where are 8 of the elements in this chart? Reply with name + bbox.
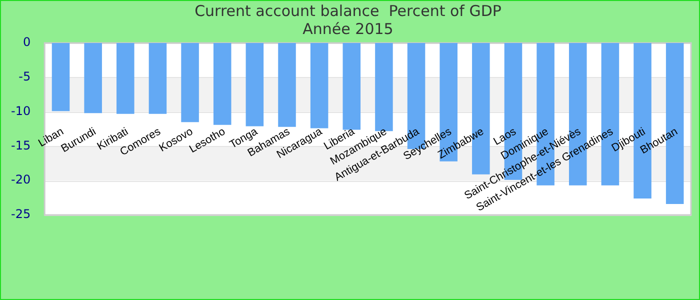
y-tick-label: -15 bbox=[10, 138, 31, 152]
text: Current account balance Percent of GDP bbox=[194, 2, 502, 20]
y-tick-label: -20 bbox=[10, 172, 31, 187]
y-tick-label: -25 bbox=[10, 207, 31, 222]
text: Année 2015 bbox=[302, 20, 394, 38]
y-tick-label: 0 bbox=[22, 35, 31, 50]
y-tick-label: -10 bbox=[10, 104, 31, 118]
y-tick-label: -5 bbox=[18, 70, 31, 84]
